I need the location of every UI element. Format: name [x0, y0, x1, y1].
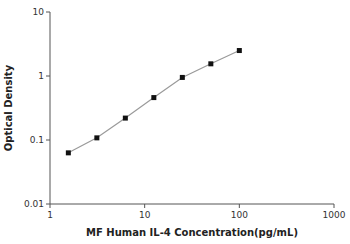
- background: [0, 0, 350, 244]
- x-axis-line: [50, 204, 334, 205]
- x-tick-label: 100: [231, 210, 248, 220]
- y-tick-label: 10: [33, 7, 45, 17]
- x-axis-label: MF Human IL-4 Concentration(pg/mL): [86, 227, 298, 238]
- y-tick-label: 1: [38, 71, 44, 81]
- data-point: [94, 135, 99, 140]
- x-tick: [239, 204, 240, 208]
- data-point: [180, 75, 185, 80]
- data-line: [68, 51, 239, 153]
- y-tick: [46, 76, 50, 77]
- chart-container: 1 10 100 1000 0.01 0.1 1 10 MF Human IL-4 Concen…: [0, 0, 350, 244]
- x-tick-label: 1: [47, 210, 53, 220]
- data-point: [208, 61, 213, 66]
- y-tick: [46, 204, 50, 205]
- x-tick: [334, 204, 335, 208]
- y-tick-label: 0.1: [30, 135, 44, 145]
- plot-area: [66, 48, 242, 155]
- y-axis-line: [50, 12, 51, 204]
- data-point: [123, 116, 128, 121]
- data-point: [66, 150, 71, 155]
- y-tick: [46, 12, 50, 13]
- x-tick-label: 1000: [323, 210, 346, 220]
- data-point: [237, 48, 242, 53]
- x-tick: [144, 204, 145, 208]
- y-tick-label: 0.01: [24, 199, 44, 209]
- x-tick-label: 10: [139, 210, 151, 220]
- data-point: [151, 95, 156, 100]
- chart: 1 10 100 1000 0.01 0.1 1 10 MF Human IL-4 Concen…: [0, 0, 350, 244]
- x-tick: [50, 204, 51, 208]
- y-tick: [46, 140, 50, 141]
- y-axis-label: Optical Density: [3, 64, 14, 151]
